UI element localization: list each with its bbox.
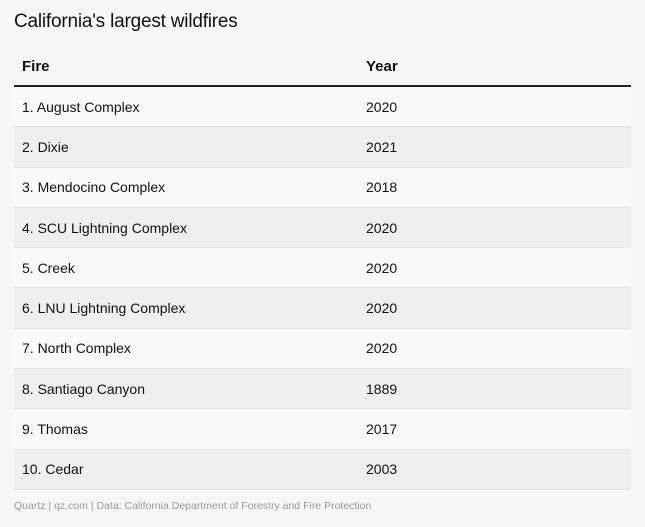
fire-cell: 9. Thomas [22,421,88,438]
year-cell: 2021 [366,138,398,155]
fire-cell: 7. North Complex [22,340,131,357]
table-row: 5. Creek 2020 [14,248,631,289]
column-header-fire: Fire [22,58,50,75]
year-cell: 2020 [366,300,398,317]
column-header-year: Year [366,58,398,75]
fire-cell: 3. Mendocino Complex [22,179,166,196]
year-cell: 2017 [366,421,398,438]
fire-cell: 6. LNU Lightning Complex [22,300,186,317]
table-row: 2. Dixie 2021 [14,127,631,168]
year-cell: 2020 [366,340,398,357]
fire-cell: 4. SCU Lightning Complex [22,219,187,236]
table-row: 10. Cedar 2003 [14,449,631,490]
source-footer: Quartz | qz.com | Data: California Depar… [14,500,372,512]
fire-cell: 5. Creek [22,259,75,276]
table-row: 9. Thomas 2017 [14,409,631,450]
table-row: 6. LNU Lightning Complex 2020 [14,288,631,329]
table-row: 3. Mendocino Complex 2018 [14,167,631,208]
fire-cell: 10. Cedar [22,461,84,478]
year-cell: 2020 [366,259,398,276]
chart-title: California's largest wildfires [14,11,238,32]
fire-cell: 8. Santiago Canyon [22,380,145,397]
wildfire-table: Fire Year 1. August Complex 2020 2. Dixi… [14,48,631,490]
table-header: Fire Year [14,48,631,87]
fire-cell: 2. Dixie [22,138,69,155]
table-row: 8. Santiago Canyon 1889 [14,369,631,410]
year-cell: 2020 [366,219,398,236]
table-row: 7. North Complex 2020 [14,328,631,370]
year-cell: 2020 [366,98,398,115]
year-cell: 1889 [366,380,398,397]
table-row: 1. August Complex 2020 [14,87,631,128]
year-cell: 2018 [366,179,398,196]
fire-cell: 1. August Complex [22,98,140,115]
year-cell: 2003 [366,461,398,478]
table-row: 4. SCU Lightning Complex 2020 [14,207,631,249]
